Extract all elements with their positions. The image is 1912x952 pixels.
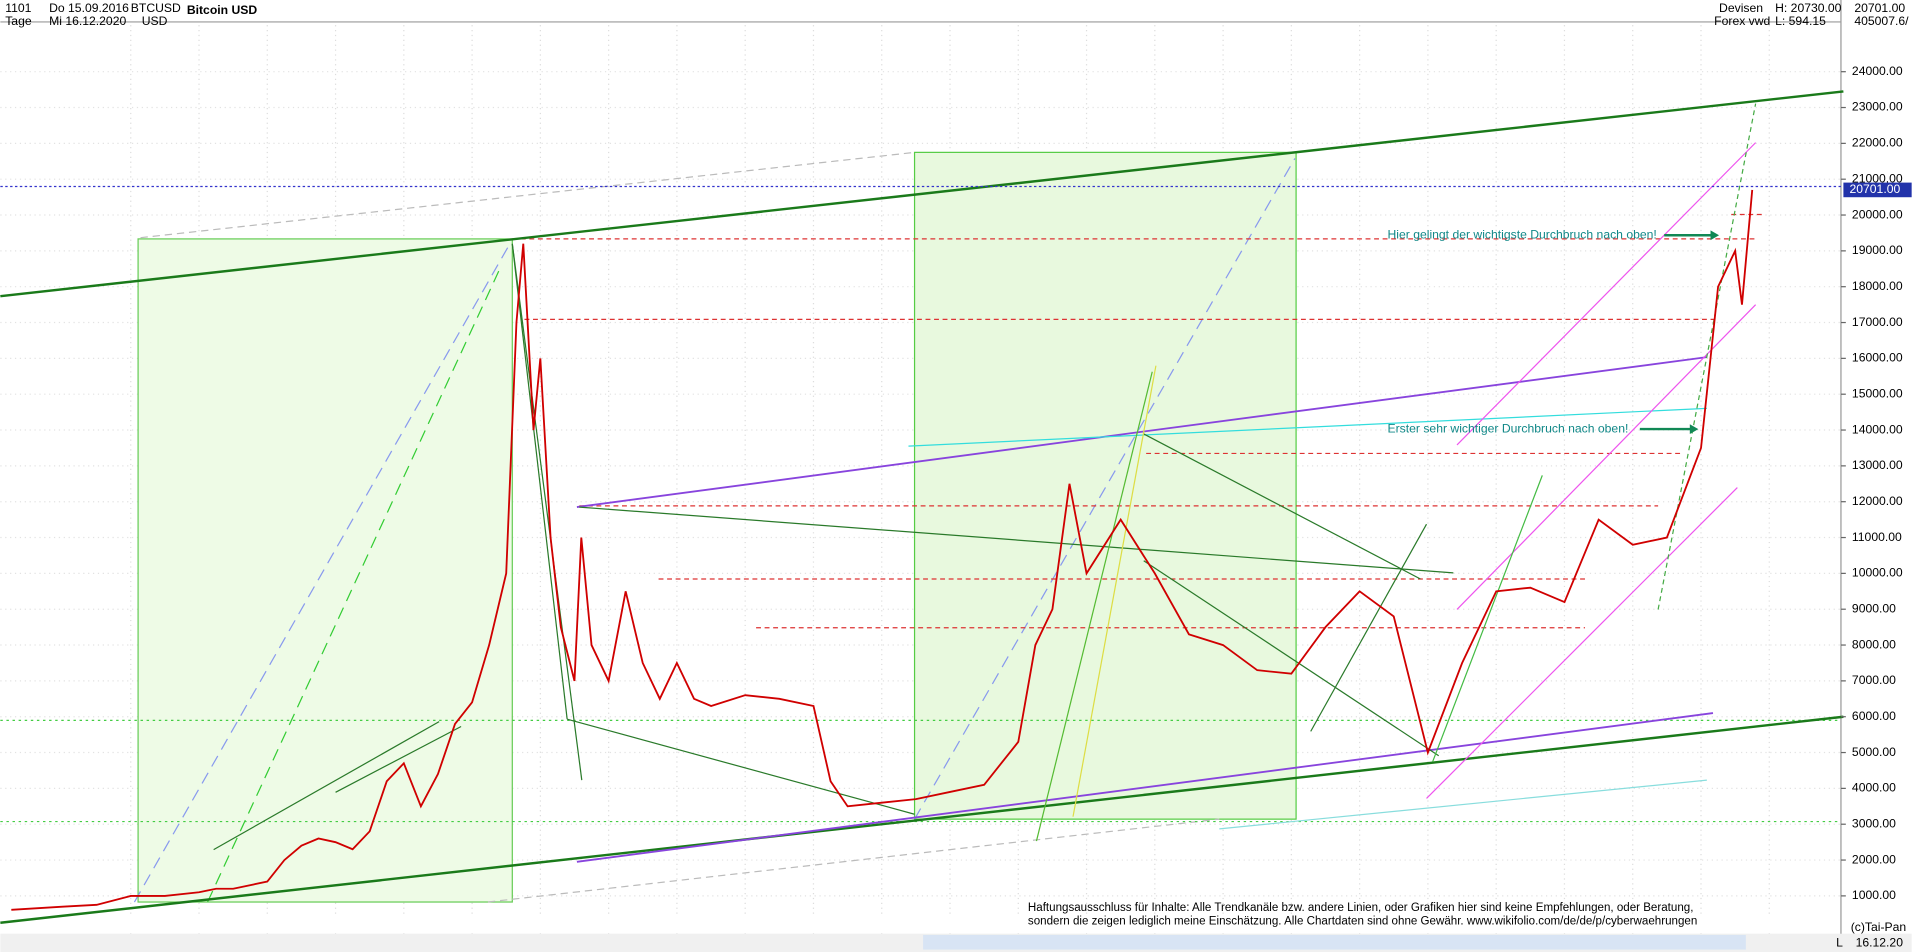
channel [1456,304,1757,610]
box [913,151,1297,820]
chart-id[interactable]: 1101 [5,1,31,15]
y-tick-label: 2000.00 [1852,852,1896,866]
channel [0,715,1844,924]
y-tick-label: 11000.00 [1852,530,1902,544]
high: H: 20730.00 [1775,1,1842,15]
channel [0,90,1844,298]
currency: USD [142,14,168,28]
range-highlight [923,934,1746,950]
trendline [1143,433,1421,580]
trendline [511,243,568,720]
y-tick-label: 21000.00 [1852,171,1903,185]
y-tick-label: 7000.00 [1852,673,1896,687]
trendline [1035,371,1153,842]
trendline [1657,103,1757,610]
trendline [335,725,462,793]
y-tick-label: 1000.00 [1852,888,1896,902]
period[interactable]: Tage [5,14,32,28]
price-line [11,189,1754,911]
annotation: Hier gelingt der wichtigste Durchbruch n… [1388,227,1657,241]
trendline [1219,779,1707,830]
y-tick-label: 8000.00 [1852,637,1896,651]
trendline [579,506,1454,574]
market: Devisen [1719,1,1763,15]
scale-mode[interactable]: L [1836,936,1843,950]
trendline [1143,560,1440,757]
y-tick-label: 5000.00 [1852,745,1896,759]
box [137,238,513,903]
trendline [511,243,583,781]
end-date: 16.12.20 [1856,936,1904,950]
last: 20701.00 [1854,1,1905,15]
y-tick-label: 13000.00 [1852,458,1903,472]
y-tick-label: 23000.00 [1852,100,1903,114]
y-tick-label: 14000.00 [1852,422,1903,436]
volume: 405007.6/ [1854,14,1909,28]
trendline [908,407,1707,447]
last-price-tag [1843,182,1912,198]
y-tick-label: 22000.00 [1852,136,1903,150]
low: L: 594.15 [1775,14,1826,28]
trendline [566,718,915,815]
y-tick-label: 4000.00 [1852,781,1896,795]
arrow-head [1710,230,1720,241]
disclaimer: Haftungsausschluss für Inhalte: Alle Tre… [1028,902,1694,914]
y-tick-label: 12000.00 [1852,494,1903,508]
trendline [1310,523,1428,732]
last-price-label: 20701.00 [1849,182,1900,196]
y-tick-label: 19000.00 [1852,243,1903,257]
y-tick-label: 18000.00 [1852,279,1903,293]
instrument-name: Bitcoin USD [187,3,258,17]
trendline [1072,365,1157,817]
copyright: (c)Tai-Pan [1851,920,1906,934]
y-tick-label: 9000.00 [1852,601,1896,615]
y-tick-label: 17000.00 [1852,315,1903,329]
symbol: BTCUSD [131,1,181,15]
trendline [213,721,440,851]
trendline [1143,356,1707,433]
y-tick-label: 10000.00 [1852,566,1903,580]
y-tick-label: 24000.00 [1852,64,1903,78]
drawings [0,90,1844,924]
y-tick-label: 6000.00 [1852,709,1896,723]
from-date[interactable]: Do 15.09.2016 [49,1,129,15]
disclaimer: sondern die zeigen lediglich meine Einsc… [1028,916,1697,928]
trendline [576,430,1144,508]
trendline [1432,475,1543,763]
annotation: Erster sehr wichtiger Durchbruch nach ob… [1388,421,1629,435]
y-tick-label: 15000.00 [1852,386,1903,400]
channel [1456,142,1757,446]
source: Forex vwd [1714,14,1770,28]
series [11,189,1754,911]
trendline [576,712,1714,863]
y-tick-label: 3000.00 [1852,816,1896,830]
trendline [133,243,511,903]
trendline [914,158,1296,820]
channel [1426,487,1738,799]
y-tick-label: 16000.00 [1852,351,1903,365]
trendline [140,151,915,239]
to-date[interactable]: Mi 16.12.2020 [49,14,126,28]
trendline [487,818,1220,903]
arrow-head [1689,424,1699,434]
y-tick-label: 20000.00 [1852,207,1903,221]
